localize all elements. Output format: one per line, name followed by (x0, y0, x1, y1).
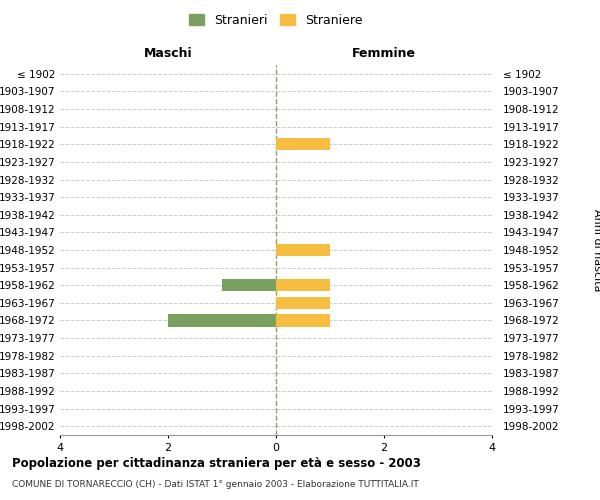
Text: COMUNE DI TORNARECCIO (CH) - Dati ISTAT 1° gennaio 2003 - Elaborazione TUTTITALI: COMUNE DI TORNARECCIO (CH) - Dati ISTAT … (12, 480, 419, 489)
Text: Popolazione per cittadinanza straniera per età e sesso - 2003: Popolazione per cittadinanza straniera p… (12, 458, 421, 470)
Bar (276, 138, 330, 150)
Bar (276, 244, 330, 256)
Bar (276, 296, 330, 309)
Bar (276, 279, 330, 291)
Legend: Stranieri, Straniere: Stranieri, Straniere (184, 8, 368, 32)
Bar (276, 314, 330, 326)
Bar (168, 314, 276, 326)
Text: Maschi: Maschi (143, 46, 193, 60)
Text: Anni di nascita: Anni di nascita (592, 209, 600, 291)
Text: Femmine: Femmine (352, 46, 416, 60)
Bar (222, 279, 276, 291)
